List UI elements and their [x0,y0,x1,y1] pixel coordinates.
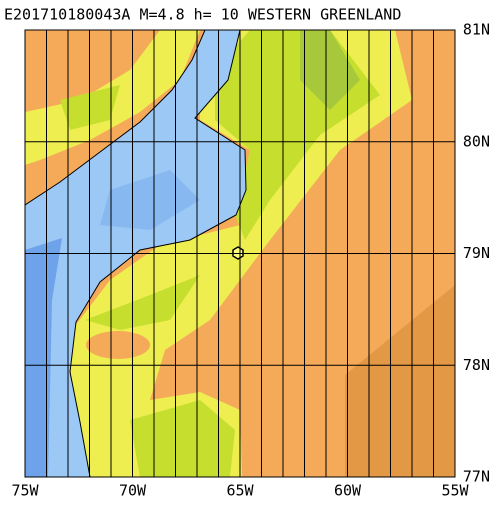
lat-label: 77N [463,468,490,486]
map-title: E201710180043A M=4.8 h= 10 WESTERN GREEN… [4,6,401,24]
inland [86,331,150,359]
lat-label: 79N [463,244,490,262]
inland [25,30,160,112]
lon-label: 55W [441,482,469,500]
lon-label: 65W [226,482,254,500]
axis-labels: 81N 80N 79N 78N 77N 75W 70W 65W 60W 55W [11,21,490,500]
deep-sea [25,238,62,477]
lon-label: 75W [11,482,39,500]
lat-label: 81N [463,21,490,39]
lat-label: 78N [463,356,490,374]
lowland [85,275,200,330]
lon-label: 60W [334,482,362,500]
lon-label: 70W [119,482,147,500]
highland-green [300,30,360,110]
graticule [25,30,455,477]
map-frame [24,29,456,478]
lat-label: 80N [463,132,490,150]
lowland [130,400,235,477]
high-land [345,285,455,477]
map-area [24,29,456,478]
